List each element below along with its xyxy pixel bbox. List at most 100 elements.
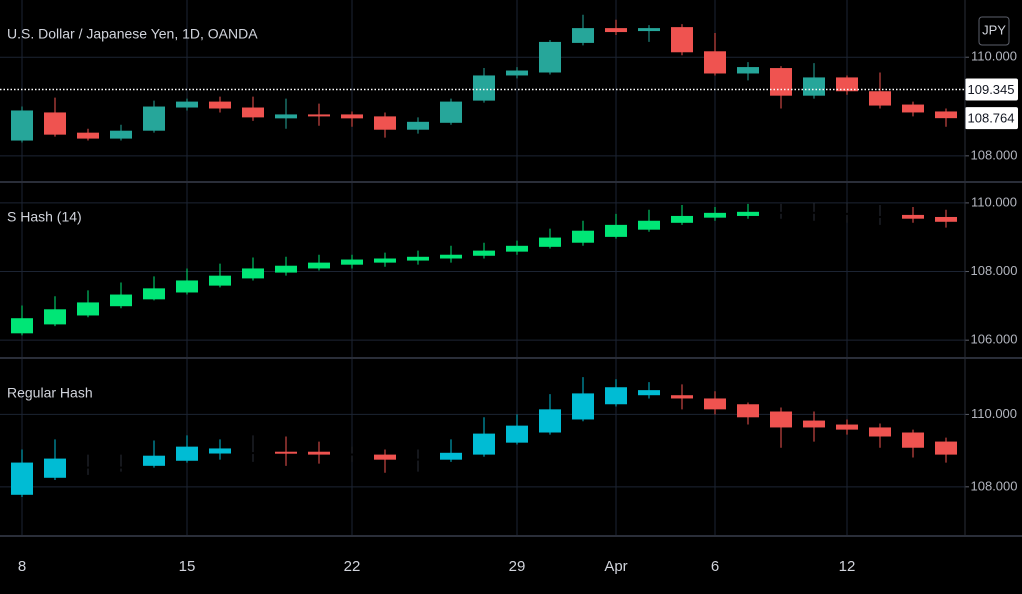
candle-body xyxy=(836,77,858,92)
y-tick-label: 108.000 xyxy=(971,263,1018,278)
candle-body xyxy=(440,254,462,259)
x-tick-label: 15 xyxy=(179,558,196,575)
candle-body xyxy=(473,433,495,455)
candle-body xyxy=(374,116,396,130)
candle-body xyxy=(440,101,462,123)
candle-body xyxy=(869,215,891,218)
candle-body xyxy=(836,424,858,430)
candle-body xyxy=(902,214,924,219)
candle-body xyxy=(539,409,561,433)
candle-body xyxy=(506,70,528,76)
price-label-box xyxy=(965,107,1018,130)
candle-body xyxy=(242,268,264,279)
candle-body xyxy=(242,107,264,118)
candle-body xyxy=(209,448,231,454)
pane-title: U.S. Dollar / Japanese Yen, 1D, OANDA xyxy=(7,26,258,42)
y-tick-label: 110.000 xyxy=(971,406,1017,421)
currency-label: JPY xyxy=(982,22,1006,37)
pane-title: Regular Hash xyxy=(7,385,93,401)
candle-body xyxy=(209,275,231,286)
candle-body xyxy=(308,114,330,117)
candle-body xyxy=(506,425,528,443)
candle-body xyxy=(737,67,759,74)
candle-body xyxy=(572,28,594,43)
candle-body xyxy=(209,101,231,109)
x-tick-label: 29 xyxy=(509,558,526,575)
candle-body xyxy=(803,77,825,96)
candle-body xyxy=(935,441,957,455)
candle-body xyxy=(44,458,66,478)
candle-body xyxy=(671,27,693,53)
candle-body xyxy=(935,111,957,119)
candle-body xyxy=(308,451,330,455)
candle-body xyxy=(605,224,627,237)
candle-body xyxy=(902,432,924,448)
candle-body xyxy=(11,318,33,334)
candle-body xyxy=(11,110,33,141)
candle-body xyxy=(902,104,924,113)
y-tick-label: 108.000 xyxy=(971,478,1018,493)
candle-body xyxy=(110,466,132,469)
candle-body xyxy=(737,404,759,418)
candle-body xyxy=(671,215,693,223)
price-label-box xyxy=(965,78,1018,101)
y-tick-label: 110.000 xyxy=(971,194,1017,209)
candle-body xyxy=(275,265,297,273)
candle-body xyxy=(737,211,759,216)
candle-body xyxy=(77,302,99,316)
candle-body xyxy=(473,250,495,256)
candle-body xyxy=(704,51,726,74)
price-label: 109.345 xyxy=(968,82,1015,97)
candle-body xyxy=(176,101,198,108)
candle-body xyxy=(803,420,825,428)
candle-body xyxy=(671,395,693,399)
candle-body xyxy=(473,75,495,101)
pane-title: S Hash (14) xyxy=(7,209,82,225)
y-tick-label: 110.000 xyxy=(971,49,1017,64)
candle-body xyxy=(110,130,132,139)
candle-body xyxy=(539,41,561,73)
currency-button[interactable] xyxy=(978,16,1010,46)
x-tick-label: 6 xyxy=(711,558,719,575)
candle-body xyxy=(407,458,429,461)
candle-body xyxy=(770,68,792,96)
candle-body xyxy=(869,427,891,437)
candle-body xyxy=(242,452,264,455)
candle-body xyxy=(572,393,594,420)
candle-body xyxy=(275,451,297,454)
candle-body xyxy=(704,212,726,218)
candle-body xyxy=(374,258,396,263)
candle-body xyxy=(44,112,66,135)
candle-body xyxy=(572,230,594,243)
x-tick-label: 22 xyxy=(344,558,361,575)
candle-body xyxy=(770,211,792,214)
candle-body xyxy=(110,294,132,307)
candle-body xyxy=(44,309,66,325)
candle-body xyxy=(836,212,858,215)
candle-body xyxy=(407,121,429,130)
candle-body xyxy=(506,245,528,252)
x-tick-label: 12 xyxy=(839,558,856,575)
candle-body xyxy=(605,387,627,405)
candle-body xyxy=(176,446,198,461)
candle-body xyxy=(341,114,363,119)
candle-body xyxy=(341,453,363,456)
candle-body xyxy=(704,398,726,410)
candle-body xyxy=(440,452,462,460)
candle-body xyxy=(869,91,891,106)
candle-body xyxy=(770,411,792,428)
candle-body xyxy=(308,262,330,269)
candle-body xyxy=(407,256,429,261)
y-tick-label: 108.000 xyxy=(971,147,1018,162)
y-tick-label: 106.000 xyxy=(971,332,1018,347)
candle-body xyxy=(638,220,660,230)
candle-body xyxy=(374,454,396,460)
candle-body xyxy=(77,466,99,469)
candle-body xyxy=(11,462,33,495)
x-tick-label: Apr xyxy=(604,558,627,575)
candle-body xyxy=(77,132,99,139)
price-label: 108.764 xyxy=(968,111,1015,126)
